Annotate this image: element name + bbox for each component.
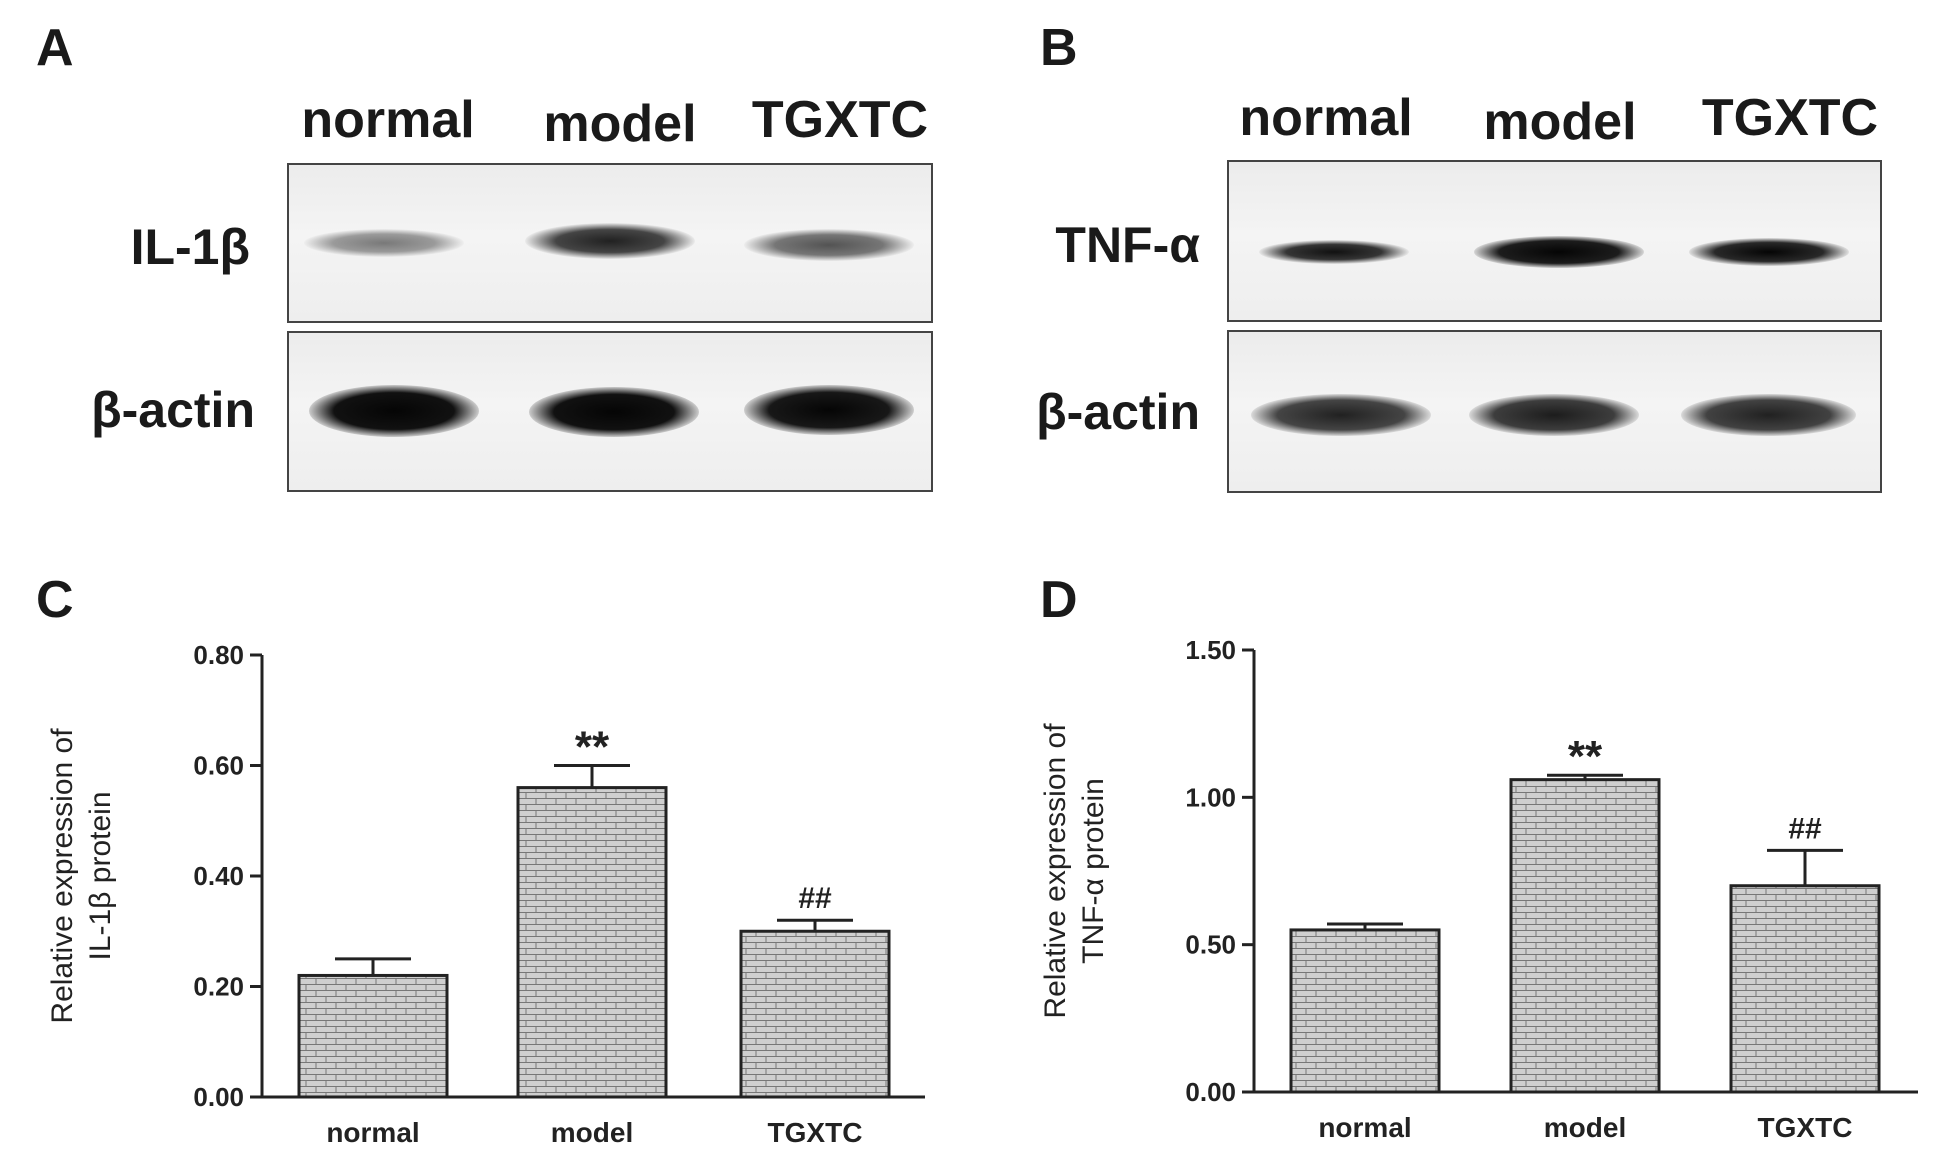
panel-letter-d: D <box>1040 571 1078 629</box>
chart-c-annotation-model: ** <box>575 723 610 772</box>
panel-letter-c: C <box>36 571 74 629</box>
blot-a-actin-band-tgxtc <box>744 385 914 435</box>
panel-letter-a: A <box>36 19 74 77</box>
chart-d-ytick-label: 1.50 <box>1185 635 1236 665</box>
chart-c-ytick-label: 0.40 <box>193 861 244 891</box>
chart-d-bar-normal <box>1289 928 1441 1094</box>
blot-b-actin-band-normal <box>1251 394 1431 436</box>
chart-d-category-label: TGXTC <box>1758 1112 1853 1143</box>
chart-c-category-label: model <box>551 1117 633 1148</box>
blot-b-actin-membrane <box>1227 330 1882 493</box>
blot-b-lane-tgxtc: TGXTC <box>1701 89 1879 147</box>
chart-c-ytick-label: 0.60 <box>193 751 244 781</box>
chart-d-bar-model <box>1509 778 1661 1094</box>
blot-b-tnfa-band-normal <box>1259 240 1409 264</box>
chart-c-bar-model <box>516 786 668 1099</box>
blot-a-lane-normal: normal <box>301 91 475 149</box>
chart-c-ytick-label: 0.20 <box>193 972 244 1002</box>
blot-a-actin-band-model <box>529 387 699 437</box>
chart-c-category-label: normal <box>326 1117 419 1148</box>
blot-a-il1b-membrane <box>287 163 933 323</box>
chart-c-bar-tgxtc <box>739 929 891 1099</box>
blot-b-row-label-actin: β-actin <box>1036 384 1200 440</box>
chart-d-category-label: model <box>1544 1112 1626 1143</box>
chart-c-ytick-label: 0.00 <box>193 1082 244 1112</box>
panel-letter-b: B <box>1040 19 1078 77</box>
blot-a-row-label-actin: β-actin <box>91 382 255 438</box>
blot-b-row-label-tnfa: TNF-α <box>1055 217 1200 273</box>
chart-d-annotation-tgxtc: ## <box>1788 812 1822 845</box>
chart-d-ylabel-line: Relative expression of <box>1039 723 1072 1019</box>
chart-c-annotation-tgxtc: ## <box>798 882 832 915</box>
chart-d-bar-tgxtc <box>1729 884 1881 1094</box>
blot-a-row-label-il1b: IL-1β <box>130 219 250 275</box>
chart-d-ytick-label: 0.50 <box>1185 930 1236 960</box>
blot-b-lane-normal: normal <box>1239 89 1413 147</box>
chart-c-bar-normal <box>297 973 449 1099</box>
chart-d-category-label: normal <box>1318 1112 1411 1143</box>
blot-a-lane-tgxtc: TGXTC <box>751 91 929 149</box>
chart-c-category-label: TGXTC <box>768 1117 863 1148</box>
blot-b-tnfa-band-model <box>1474 236 1644 268</box>
chart-d-ytick-label: 0.00 <box>1185 1077 1236 1107</box>
chart-d-annotation-model: ** <box>1568 732 1603 781</box>
chart-c-ylabel-line: Relative expression of <box>46 728 79 1024</box>
chart-d-ytick-label: 1.00 <box>1185 782 1236 812</box>
blot-a-actin-band-normal <box>309 385 479 437</box>
blot-b-actin-band-model <box>1469 394 1639 436</box>
blot-b-lane-model: model <box>1483 93 1637 151</box>
blot-a-actin-membrane <box>287 331 933 492</box>
blot-b-tnfa-membrane <box>1227 160 1882 322</box>
blot-a-il1b-band-normal <box>304 229 464 257</box>
blot-a-lane-model: model <box>543 95 697 153</box>
blot-b-tnfa-band-tgxtc <box>1689 238 1849 266</box>
blot-a-il1b-band-model <box>525 223 695 259</box>
blot-b-actin-band-tgxtc <box>1681 394 1856 436</box>
chart-c-ytick-label: 0.80 <box>193 640 244 670</box>
blot-a-il1b-band-tgxtc <box>744 229 914 261</box>
chart-d-ylabel-line: TNF-α protein <box>1077 778 1110 964</box>
chart-c-ylabel-line: IL-1β protein <box>84 791 117 960</box>
